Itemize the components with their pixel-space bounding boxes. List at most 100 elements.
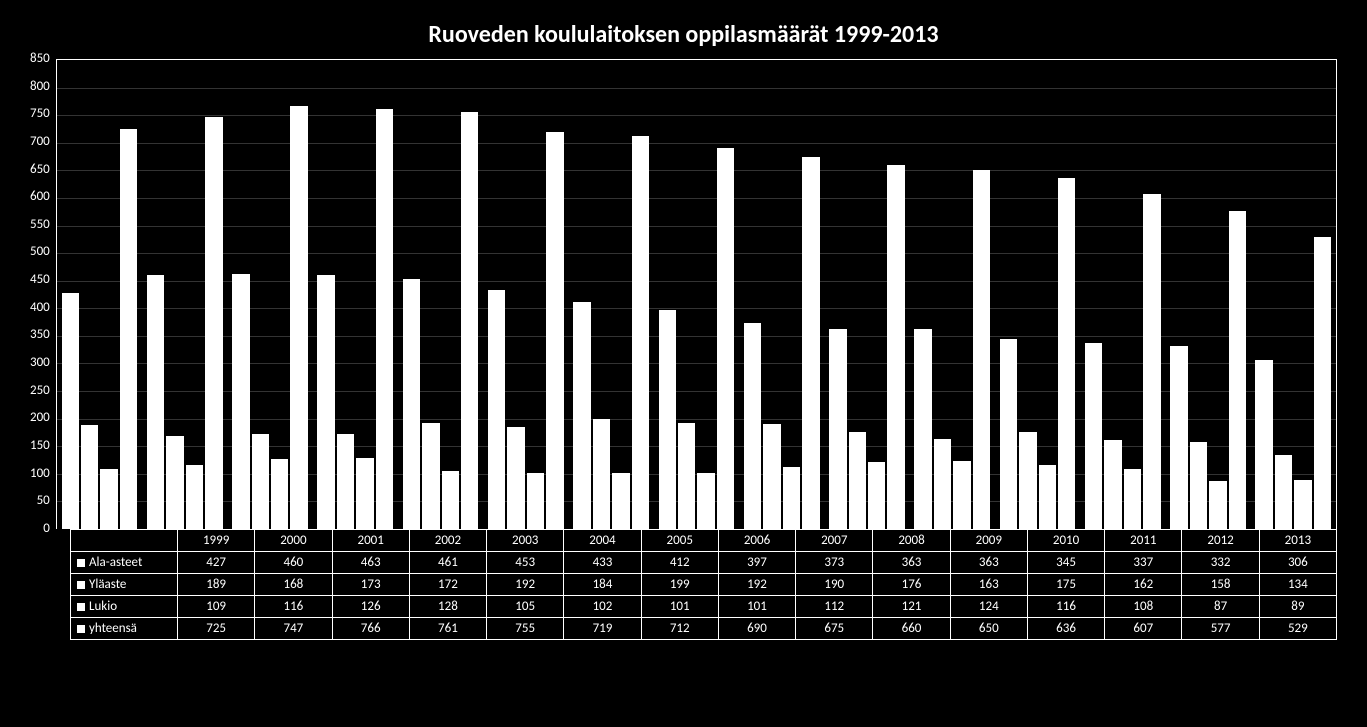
- data-cell: 116: [255, 596, 332, 618]
- bar: [678, 423, 695, 529]
- year-group: [1080, 60, 1165, 529]
- bar: [422, 423, 439, 529]
- data-cell: 199: [641, 574, 718, 596]
- data-cell: 124: [950, 596, 1027, 618]
- data-cell: 725: [178, 618, 255, 640]
- table-row: Lukio10911612612810510210110111212112411…: [71, 596, 1337, 618]
- bar: [849, 432, 866, 529]
- bar: [356, 458, 373, 529]
- bar: [1104, 440, 1121, 529]
- year-group: [313, 60, 398, 529]
- legend-marker-icon: [77, 559, 85, 567]
- data-cell: 105: [487, 596, 564, 618]
- bar: [1275, 455, 1292, 529]
- data-cell: 163: [950, 574, 1027, 596]
- year-group: [57, 60, 142, 529]
- data-cell: 189: [178, 574, 255, 596]
- bar: [1058, 178, 1075, 529]
- data-cell: 108: [1105, 596, 1182, 618]
- data-cell: 101: [641, 596, 718, 618]
- y-axis: 8508007507006506005505004504003503002502…: [30, 59, 56, 529]
- table-row: 1999200020012002200320042005200620072008…: [71, 530, 1337, 552]
- bar: [147, 275, 164, 529]
- data-cell: 766: [332, 618, 409, 640]
- data-cell: 363: [873, 552, 950, 574]
- data-cell: 337: [1105, 552, 1182, 574]
- year-header: 2001: [332, 530, 409, 552]
- bar: [1314, 237, 1331, 529]
- bar: [1170, 346, 1187, 529]
- bar: [1255, 360, 1272, 529]
- data-cell: 636: [1027, 618, 1104, 640]
- legend-marker-icon: [77, 581, 85, 589]
- bar: [593, 419, 610, 529]
- bar: [488, 290, 505, 529]
- data-cell: 529: [1259, 618, 1336, 640]
- bar: [546, 132, 563, 529]
- year-group: [824, 60, 909, 529]
- year-group: [142, 60, 227, 529]
- data-cell: 162: [1105, 574, 1182, 596]
- data-cell: 175: [1027, 574, 1104, 596]
- bar: [81, 425, 98, 529]
- bar: [290, 106, 307, 529]
- data-cell: 577: [1182, 618, 1259, 640]
- bar: [1294, 480, 1311, 529]
- bar: [403, 279, 420, 529]
- year-header: 2005: [641, 530, 718, 552]
- table-row: Yläaste189168173172192184199192190176163…: [71, 574, 1337, 596]
- data-cell: 192: [718, 574, 795, 596]
- data-cell: 660: [873, 618, 950, 640]
- data-cell: 412: [641, 552, 718, 574]
- bar: [186, 465, 203, 529]
- series-label: Ala-asteet: [71, 552, 178, 574]
- year-header: 2004: [564, 530, 641, 552]
- year-group: [568, 60, 653, 529]
- bar: [1019, 432, 1036, 529]
- year-group: [910, 60, 995, 529]
- data-cell: 190: [796, 574, 873, 596]
- bar: [1000, 339, 1017, 529]
- bar: [376, 109, 393, 529]
- bar: [1124, 469, 1141, 529]
- data-cell: 126: [332, 596, 409, 618]
- bar: [1190, 442, 1207, 529]
- bar: [166, 436, 183, 529]
- data-cell: 128: [409, 596, 486, 618]
- data-cell: 109: [178, 596, 255, 618]
- data-cell: 102: [564, 596, 641, 618]
- bar: [914, 329, 931, 529]
- bar: [887, 165, 904, 529]
- bar: [573, 302, 590, 529]
- data-cell: 87: [1182, 596, 1259, 618]
- bar: [527, 473, 544, 529]
- data-cell: 607: [1105, 618, 1182, 640]
- year-group: [739, 60, 824, 529]
- year-header: 1999: [178, 530, 255, 552]
- bar: [934, 439, 951, 529]
- data-cell: 690: [718, 618, 795, 640]
- series-name: Ala-asteet: [89, 555, 142, 570]
- data-cell: 755: [487, 618, 564, 640]
- data-cell: 168: [255, 574, 332, 596]
- year-header: 2002: [409, 530, 486, 552]
- legend-marker-icon: [77, 625, 85, 633]
- chart-container: Ruoveden koululaitoksen oppilasmäärät 19…: [0, 0, 1367, 727]
- bar: [697, 473, 714, 529]
- bar: [744, 323, 761, 529]
- data-cell: 134: [1259, 574, 1336, 596]
- bar: [205, 117, 222, 529]
- bar: [1039, 465, 1056, 529]
- bar: [1229, 211, 1246, 529]
- data-table: 1999200020012002200320042005200620072008…: [70, 529, 1337, 640]
- year-group: [1165, 60, 1250, 529]
- bar: [100, 469, 117, 529]
- bar: [1143, 194, 1160, 529]
- data-cell: 427: [178, 552, 255, 574]
- data-cell: 433: [564, 552, 641, 574]
- year-group: [1251, 60, 1336, 529]
- data-cell: 101: [718, 596, 795, 618]
- year-group: [398, 60, 483, 529]
- bar: [442, 471, 459, 529]
- bar: [953, 461, 970, 529]
